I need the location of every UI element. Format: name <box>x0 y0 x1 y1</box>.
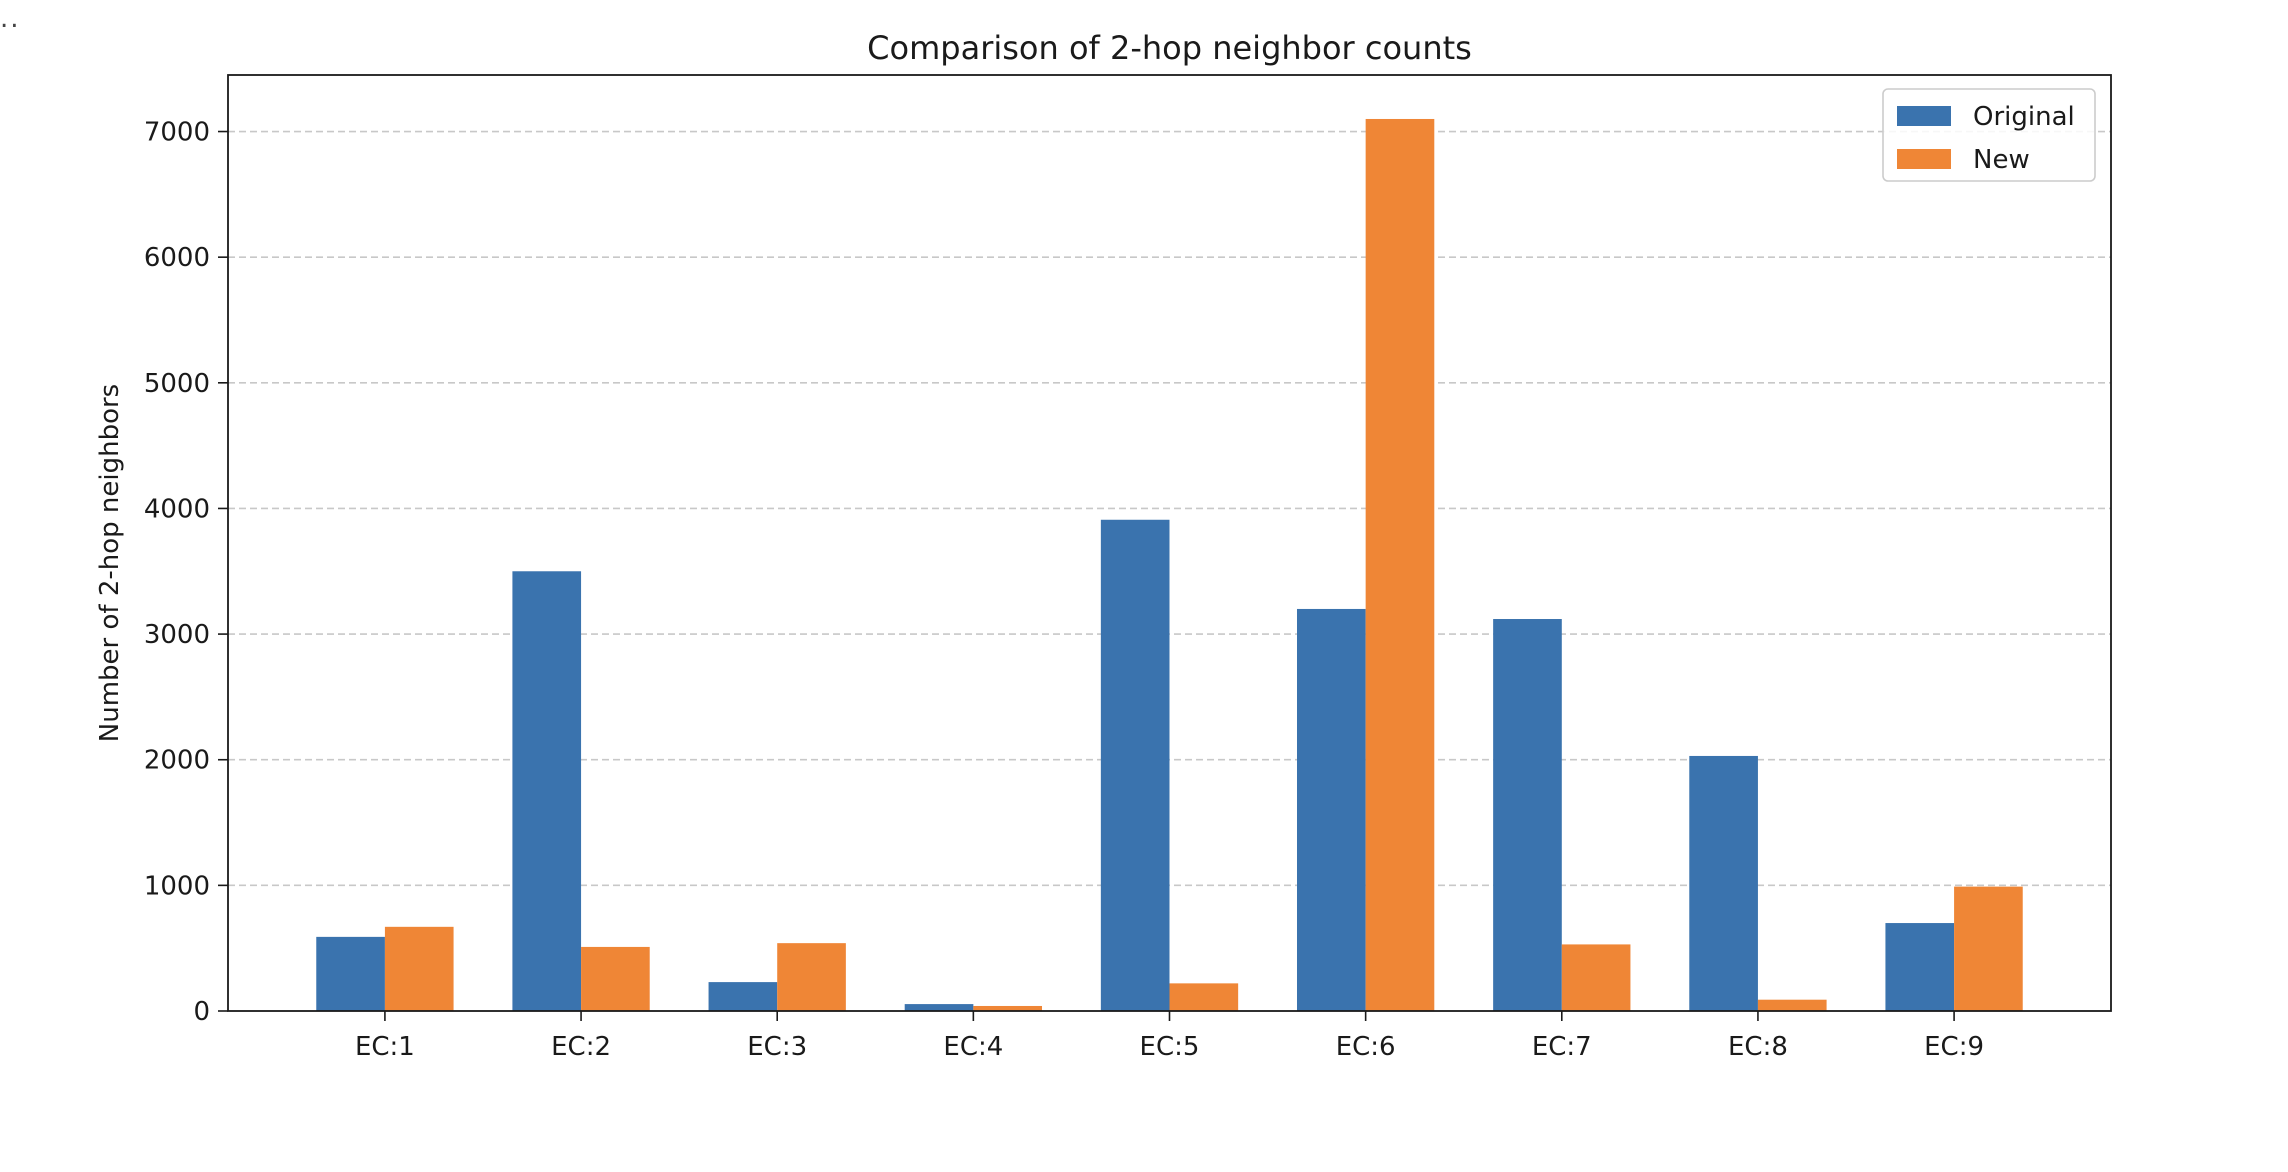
bars <box>316 118 2023 1012</box>
bar-new-ec3 <box>777 943 846 1011</box>
legend-swatch-new <box>1897 149 1951 169</box>
bar-new-ec5 <box>1169 983 1239 1011</box>
plot-frame <box>227 74 2112 1012</box>
legend-swatch-original <box>1897 106 1951 126</box>
y-axis-label: Number of 2-hop neighbors <box>95 384 125 742</box>
bar-original-ec6 <box>1296 608 1366 1011</box>
bar-original-ec5 <box>1100 519 1170 1011</box>
bar-original-ec1 <box>316 936 385 1011</box>
y-tick-label: 5000 <box>144 369 210 399</box>
bar-new-ec9 <box>1954 886 2023 1011</box>
y-tick-label: 0 <box>193 997 210 1027</box>
y-tick-label: 7000 <box>144 118 210 148</box>
axes <box>218 74 2112 1021</box>
x-tick-label: EC:3 <box>747 1032 807 1062</box>
legend: Original New <box>1882 88 2096 182</box>
bar-new-ec1 <box>384 926 454 1011</box>
y-tick-label: 3000 <box>144 620 210 650</box>
x-tick-label: EC:7 <box>1532 1032 1592 1062</box>
bar-original-ec9 <box>1885 923 1955 1011</box>
bar-original-ec2 <box>512 571 582 1011</box>
y-tick-label: 1000 <box>144 871 210 901</box>
x-tick-label: EC:9 <box>1924 1032 1984 1062</box>
legend-label-new: New <box>1973 145 2030 175</box>
bar-new-ec4 <box>973 1005 1043 1011</box>
bar-original-ec4 <box>904 1004 974 1011</box>
x-tick-label: EC:6 <box>1336 1032 1396 1062</box>
x-tick-label: EC:4 <box>943 1032 1003 1062</box>
legend-label-original: Original <box>1973 102 2075 132</box>
y-tick-label: 4000 <box>144 494 210 524</box>
bar-new-ec6 <box>1365 118 1435 1012</box>
labels: 0 1000 2000 3000 4000 5000 6000 7000 EC:1 EC:2 EC:… <box>95 29 1984 1062</box>
x-tick-label: EC:1 <box>355 1032 415 1062</box>
x-tick-label: EC:2 <box>551 1032 611 1062</box>
bar-new-ec8 <box>1757 999 1827 1011</box>
bar-new-ec2 <box>581 946 650 1011</box>
y-tick-label: 6000 <box>144 243 210 273</box>
y-tick-label: 2000 <box>144 746 210 776</box>
corner-ellipsis: .. <box>0 4 21 34</box>
bar-original-ec8 <box>1689 755 1758 1011</box>
bar-original-ec7 <box>1493 619 1562 1011</box>
bar-new-ec7 <box>1561 944 1631 1011</box>
x-tick-label: EC:8 <box>1728 1032 1788 1062</box>
x-tick-label: EC:5 <box>1140 1032 1200 1062</box>
bar-original-ec3 <box>708 982 778 1011</box>
chart-title: Comparison of 2-hop neighbor counts <box>867 29 1472 67</box>
